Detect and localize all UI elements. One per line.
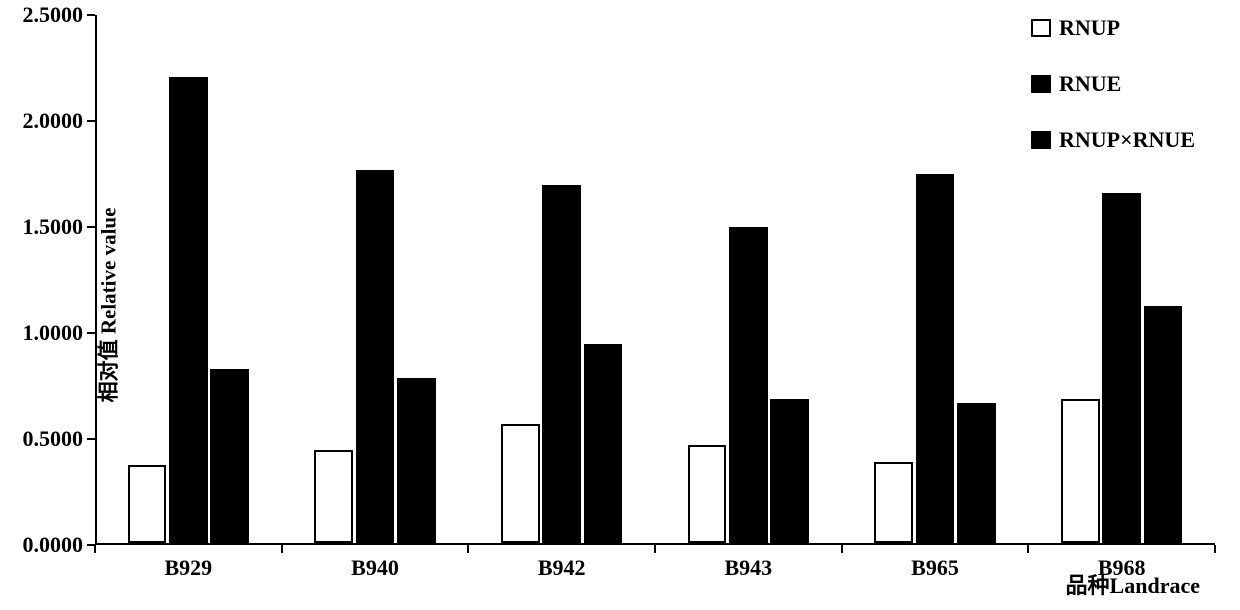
x-tick (94, 545, 96, 553)
x-axis-label: 品种Landrace (1066, 568, 1200, 600)
bar-rnupxrnue (397, 378, 436, 543)
legend-swatch (1031, 131, 1051, 149)
legend-label: RNUP (1059, 15, 1120, 41)
x-tick (1027, 545, 1029, 553)
y-tick-label: 2.5000 (23, 2, 84, 28)
y-tick-label: 1.5000 (23, 214, 84, 240)
bar-rnue (916, 174, 955, 543)
bar-rnupxrnue (210, 369, 249, 543)
legend-swatch (1031, 75, 1051, 93)
bar-rnup (688, 445, 727, 543)
bar-rnue (1102, 193, 1141, 543)
y-tick (87, 332, 95, 334)
x-tick-label: B943 (724, 555, 772, 581)
y-tick-label: 0.0000 (23, 532, 84, 558)
bar-rnue (729, 227, 768, 543)
y-tick-label: 1.0000 (23, 320, 84, 346)
legend-item: RNUP (1031, 15, 1195, 41)
bar-rnup (128, 465, 167, 543)
x-tick (841, 545, 843, 553)
legend-item: RNUE (1031, 71, 1195, 97)
bar-rnupxrnue (957, 403, 996, 543)
bar-rnup (501, 424, 540, 543)
bar-rnue (356, 170, 395, 543)
bar-rnup (314, 450, 353, 543)
y-tick (87, 14, 95, 16)
chart-container: 相对值 Relative value 0.00000.50001.00001.5… (0, 0, 1240, 610)
x-tick (1214, 545, 1216, 553)
bar-rnup (1061, 399, 1100, 543)
bar-rnupxrnue (1144, 306, 1183, 543)
legend-label: RNUE (1059, 71, 1121, 97)
legend: RNUP RNUE RNUP×RNUE (1031, 15, 1195, 183)
x-tick-label: B929 (164, 555, 212, 581)
y-axis-line (95, 15, 97, 545)
legend-swatch (1031, 19, 1051, 37)
legend-item: RNUP×RNUE (1031, 127, 1195, 153)
y-tick (87, 226, 95, 228)
y-tick (87, 438, 95, 440)
bar-rnup (874, 462, 913, 543)
x-tick-label: B965 (911, 555, 959, 581)
x-tick-label: B942 (538, 555, 586, 581)
bar-rnupxrnue (770, 399, 809, 543)
x-tick-label: B940 (351, 555, 399, 581)
bar-rnue (169, 77, 208, 543)
y-tick-label: 0.5000 (23, 426, 84, 452)
y-tick-label: 2.0000 (23, 108, 84, 134)
legend-label: RNUP×RNUE (1059, 127, 1195, 153)
x-tick (654, 545, 656, 553)
bar-rnupxrnue (584, 344, 623, 543)
y-tick (87, 120, 95, 122)
bar-rnue (542, 185, 581, 543)
x-tick (467, 545, 469, 553)
x-tick (281, 545, 283, 553)
